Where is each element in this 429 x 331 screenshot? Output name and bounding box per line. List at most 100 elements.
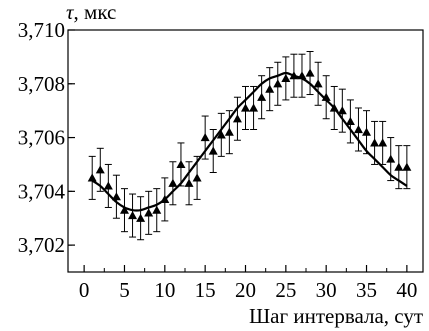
x-axis-label: Шаг интервала, сут [249, 304, 423, 328]
triangle-marker [192, 173, 202, 182]
data-point [119, 188, 129, 233]
data-point [370, 120, 380, 165]
x-tick-label: 10 [154, 278, 175, 302]
data-point [200, 115, 210, 160]
triangle-marker [208, 146, 218, 155]
triangle-marker [216, 130, 226, 139]
triangle-marker [168, 178, 178, 187]
fit-curve [91, 71, 408, 212]
triangle-marker [362, 127, 372, 136]
triangle-marker [329, 103, 339, 112]
triangle-marker [87, 173, 97, 182]
data-point [168, 161, 178, 206]
triangle-marker [353, 124, 363, 134]
data-point [337, 88, 347, 133]
data-point [208, 128, 218, 174]
y-tick-label: 3,706 [18, 126, 65, 150]
plot-frame [67, 29, 424, 273]
y-axis-label: τ, мкс [66, 0, 116, 24]
y-tick-label: 3,708 [18, 72, 65, 96]
triangle-marker [289, 71, 299, 80]
data-point [249, 85, 259, 130]
data-point [144, 190, 154, 235]
data-point [257, 75, 267, 120]
data-point [103, 163, 113, 208]
data-point [353, 107, 363, 152]
triangle-marker [144, 208, 154, 217]
triangle-marker [386, 154, 396, 163]
triangle-marker [265, 84, 275, 93]
data-point [184, 161, 194, 206]
triangle-marker [103, 181, 113, 190]
data-point [362, 110, 372, 155]
data-point [394, 145, 404, 190]
triangle-marker [297, 71, 307, 80]
data-point [402, 145, 412, 190]
triangle-marker [313, 79, 323, 88]
x-tick-label: 0 [79, 278, 90, 302]
x-tick-label: 30 [316, 278, 337, 302]
data-point [305, 51, 315, 96]
triangle-marker [378, 138, 388, 147]
data-point [95, 147, 105, 192]
data-point [224, 110, 234, 155]
data-point [313, 61, 323, 106]
data-point [152, 188, 162, 233]
data-point [386, 137, 396, 182]
data-point [128, 193, 138, 238]
data-point [345, 99, 355, 144]
y-axis-label-unit: , мкс [74, 0, 117, 24]
triangle-marker [128, 211, 138, 220]
data-point [160, 177, 170, 222]
triangle-marker [305, 68, 315, 77]
data-point [273, 61, 283, 106]
data-point [176, 142, 186, 187]
x-axis-ticks: 0 5 10 15 20 25 30 35 40 [79, 265, 417, 302]
triangle-marker [200, 133, 210, 142]
triangle-marker [370, 138, 380, 147]
data-point [297, 53, 307, 98]
data-points-group [87, 51, 412, 241]
triangle-marker [281, 73, 291, 82]
triangle-marker [119, 205, 129, 214]
x-tick-label: 20 [235, 278, 256, 302]
triangle-marker [95, 165, 105, 174]
y-axis-label-symbol: τ [66, 0, 75, 24]
triangle-marker [321, 92, 331, 101]
triangle-marker [136, 213, 146, 222]
data-point [216, 112, 226, 157]
y-tick-label: 3,702 [18, 233, 65, 257]
x-tick-label: 15 [195, 278, 216, 302]
triangle-marker [232, 114, 242, 123]
triangle-marker [111, 192, 121, 201]
data-point [265, 67, 275, 112]
data-point [136, 196, 146, 241]
data-point [329, 85, 339, 130]
data-point [111, 174, 121, 219]
triangle-marker [257, 92, 267, 101]
x-tick-label: 40 [396, 278, 417, 302]
triangle-marker [273, 79, 283, 88]
data-point [289, 53, 299, 98]
data-point [241, 85, 250, 130]
data-point [87, 155, 97, 200]
triangle-marker [176, 159, 186, 169]
triangle-marker [394, 162, 404, 171]
triangle-marker [224, 127, 234, 136]
y-tick-label: 3,704 [18, 179, 66, 203]
triangle-marker [152, 205, 162, 214]
triangle-marker [345, 116, 355, 126]
triangle-marker [402, 162, 412, 171]
data-point [192, 155, 202, 200]
data-point [378, 120, 388, 165]
triangle-marker [241, 103, 250, 112]
x-tick-label: 5 [119, 278, 130, 302]
x-tick-label: 25 [275, 278, 296, 302]
triangle-marker [337, 106, 347, 115]
y-tick-label: 3,710 [18, 18, 65, 42]
data-point [321, 75, 331, 120]
y-axis-ticks: 3,702 3,704 3,706 3,708 3,710 [18, 18, 75, 257]
triangle-marker [249, 103, 259, 112]
x-tick-label: 35 [356, 278, 377, 302]
